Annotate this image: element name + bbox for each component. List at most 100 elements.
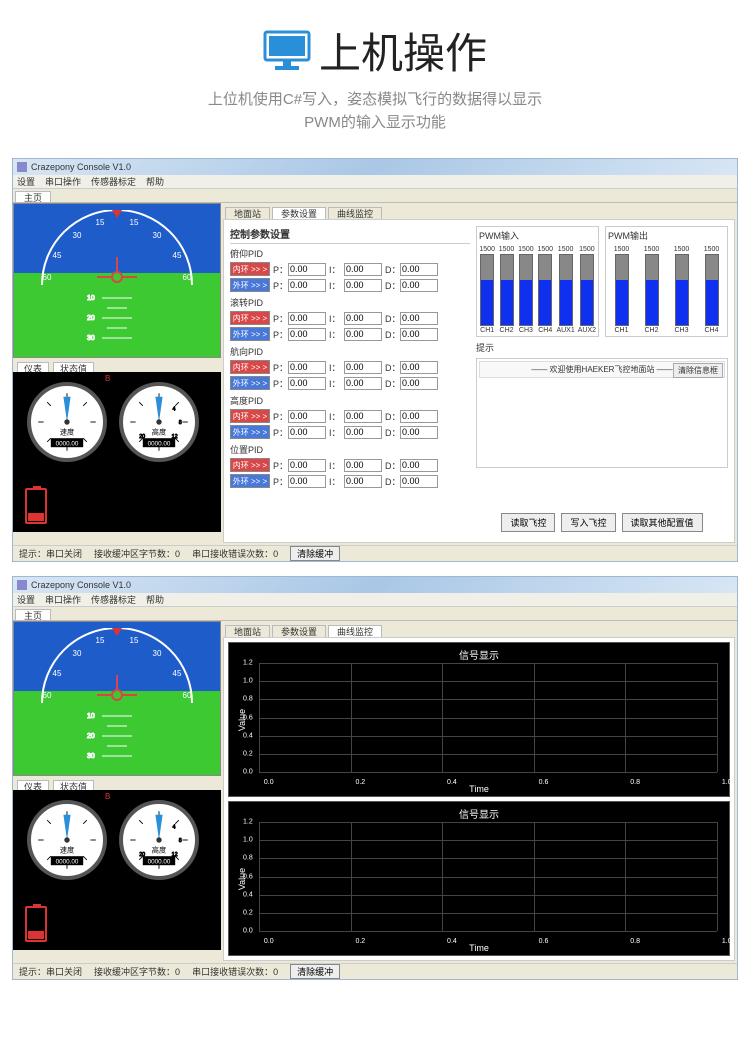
menubar: 设置 串口操作 传感器标定 帮助 bbox=[13, 593, 737, 607]
p-input[interactable] bbox=[288, 475, 326, 488]
clear-messages-button[interactable]: 清除信息框 bbox=[673, 363, 723, 378]
menu-serial[interactable]: 串口操作 bbox=[45, 175, 81, 188]
i-input[interactable] bbox=[344, 377, 382, 390]
menu-help[interactable]: 帮助 bbox=[146, 593, 164, 606]
tab-main[interactable]: 主页 bbox=[15, 191, 51, 202]
pid-group-title: 俯仰PID bbox=[230, 247, 470, 260]
tab-ground-station[interactable]: 地面站 bbox=[225, 207, 270, 219]
svg-text:8: 8 bbox=[179, 420, 182, 426]
attitude-indicator: 60453015 15304560 10 20 30 bbox=[13, 621, 221, 776]
d-input[interactable] bbox=[400, 263, 438, 276]
pwm-bar bbox=[519, 254, 533, 326]
altitude-gauge: 048121620高度0000.00 bbox=[119, 800, 199, 880]
menu-serial[interactable]: 串口操作 bbox=[45, 593, 81, 606]
outer-loop-button[interactable]: 外环 >> > bbox=[230, 278, 270, 292]
battery-icon bbox=[25, 488, 47, 524]
svg-text:0000.00: 0000.00 bbox=[56, 440, 79, 447]
svg-text:速度: 速度 bbox=[60, 846, 74, 855]
svg-text:30: 30 bbox=[87, 335, 95, 342]
pwm-bar bbox=[645, 254, 659, 326]
i-input[interactable] bbox=[344, 410, 382, 423]
d-input[interactable] bbox=[400, 410, 438, 423]
d-input[interactable] bbox=[400, 279, 438, 292]
outer-loop-button[interactable]: 外环 >> > bbox=[230, 376, 270, 390]
menu-sensor-cal[interactable]: 传感器标定 bbox=[91, 593, 136, 606]
tab-curves[interactable]: 曲线监控 bbox=[328, 625, 382, 637]
inner-loop-button[interactable]: 内环 >> > bbox=[230, 360, 270, 374]
i-input[interactable] bbox=[344, 263, 382, 276]
hero-sub1: 上位机使用C#写入，姿态模拟飞行的数据得以显示 bbox=[0, 89, 750, 112]
p-input[interactable] bbox=[288, 459, 326, 472]
main-tabs: 主页 bbox=[13, 607, 737, 621]
app-icon bbox=[17, 162, 27, 172]
p-input[interactable] bbox=[288, 361, 326, 374]
d-input[interactable] bbox=[400, 377, 438, 390]
clear-buffer-button[interactable]: 清除缓冲 bbox=[290, 546, 340, 561]
d-input[interactable] bbox=[400, 312, 438, 325]
write-fc-button[interactable]: 写入飞控 bbox=[561, 513, 615, 532]
tab-main[interactable]: 主页 bbox=[15, 609, 51, 620]
pwm-bar bbox=[580, 254, 594, 326]
svg-text:30: 30 bbox=[87, 753, 95, 760]
p-input[interactable] bbox=[288, 312, 326, 325]
outer-loop-button[interactable]: 外环 >> > bbox=[230, 425, 270, 439]
inner-loop-button[interactable]: 内环 >> > bbox=[230, 311, 270, 325]
tab-gauges[interactable]: 仪表 bbox=[17, 362, 49, 372]
tab-gauges[interactable]: 仪表 bbox=[17, 780, 49, 790]
titlebar[interactable]: Crazepony Console V1.0 bbox=[13, 577, 737, 593]
p-input[interactable] bbox=[288, 279, 326, 292]
titlebar[interactable]: Crazepony Console V1.0 bbox=[13, 159, 737, 175]
left-panel: 6045 3015 1530 4560 10 bbox=[13, 203, 221, 545]
tab-status-values[interactable]: 状态值 bbox=[53, 780, 94, 790]
svg-text:15: 15 bbox=[130, 218, 139, 227]
tab-curves[interactable]: 曲线监控 bbox=[328, 207, 382, 219]
i-input[interactable] bbox=[344, 312, 382, 325]
d-input[interactable] bbox=[400, 361, 438, 374]
left-panel: 60453015 15304560 10 20 30 仪 bbox=[13, 621, 221, 963]
outer-loop-button[interactable]: 外环 >> > bbox=[230, 327, 270, 341]
svg-text:45: 45 bbox=[53, 669, 62, 678]
p-input[interactable] bbox=[288, 410, 326, 423]
d-input[interactable] bbox=[400, 475, 438, 488]
i-input[interactable] bbox=[344, 426, 382, 439]
svg-text:高度: 高度 bbox=[152, 846, 166, 855]
pwm-bar bbox=[615, 254, 629, 326]
right-panel-plots: 地面站 参数设置 曲线监控 信号显示 Value Time 1.21.00.80… bbox=[221, 621, 737, 963]
clear-buffer-button[interactable]: 清除缓冲 bbox=[290, 964, 340, 979]
tab-params[interactable]: 参数设置 bbox=[272, 207, 326, 219]
tab-params[interactable]: 参数设置 bbox=[272, 625, 326, 637]
p-input[interactable] bbox=[288, 426, 326, 439]
read-fc-button[interactable]: 读取飞控 bbox=[501, 513, 555, 532]
d-input[interactable] bbox=[400, 459, 438, 472]
i-input[interactable] bbox=[344, 328, 382, 341]
i-input[interactable] bbox=[344, 361, 382, 374]
read-config-button[interactable]: 读取其他配置值 bbox=[622, 513, 703, 532]
inner-loop-button[interactable]: 内环 >> > bbox=[230, 262, 270, 276]
window-title: Crazepony Console V1.0 bbox=[31, 580, 131, 590]
menu-settings[interactable]: 设置 bbox=[17, 175, 35, 188]
i-input[interactable] bbox=[344, 475, 382, 488]
svg-text:15: 15 bbox=[130, 636, 139, 645]
svg-text:速度: 速度 bbox=[60, 428, 74, 437]
hero-sub2: PWM的输入显示功能 bbox=[0, 112, 750, 135]
inner-loop-button[interactable]: 内环 >> > bbox=[230, 458, 270, 472]
svg-text:30: 30 bbox=[73, 649, 82, 658]
params-panel: 控制参数设置 俯仰PID内环 >> >P：I：D：外环 >> >P：I：D：滚转… bbox=[223, 219, 735, 543]
p-input[interactable] bbox=[288, 377, 326, 390]
tab-status-values[interactable]: 状态值 bbox=[53, 362, 94, 372]
i-input[interactable] bbox=[344, 279, 382, 292]
menu-help[interactable]: 帮助 bbox=[146, 175, 164, 188]
p-input[interactable] bbox=[288, 263, 326, 276]
p-input[interactable] bbox=[288, 328, 326, 341]
d-input[interactable] bbox=[400, 426, 438, 439]
svg-text:60: 60 bbox=[43, 273, 52, 282]
inner-loop-button[interactable]: 内环 >> > bbox=[230, 409, 270, 423]
pitch-ladder: 10 20 30 bbox=[82, 288, 152, 358]
window-title: Crazepony Console V1.0 bbox=[31, 162, 131, 172]
i-input[interactable] bbox=[344, 459, 382, 472]
menu-settings[interactable]: 设置 bbox=[17, 593, 35, 606]
menu-sensor-cal[interactable]: 传感器标定 bbox=[91, 175, 136, 188]
tab-ground-station[interactable]: 地面站 bbox=[225, 625, 270, 637]
outer-loop-button[interactable]: 外环 >> > bbox=[230, 474, 270, 488]
d-input[interactable] bbox=[400, 328, 438, 341]
